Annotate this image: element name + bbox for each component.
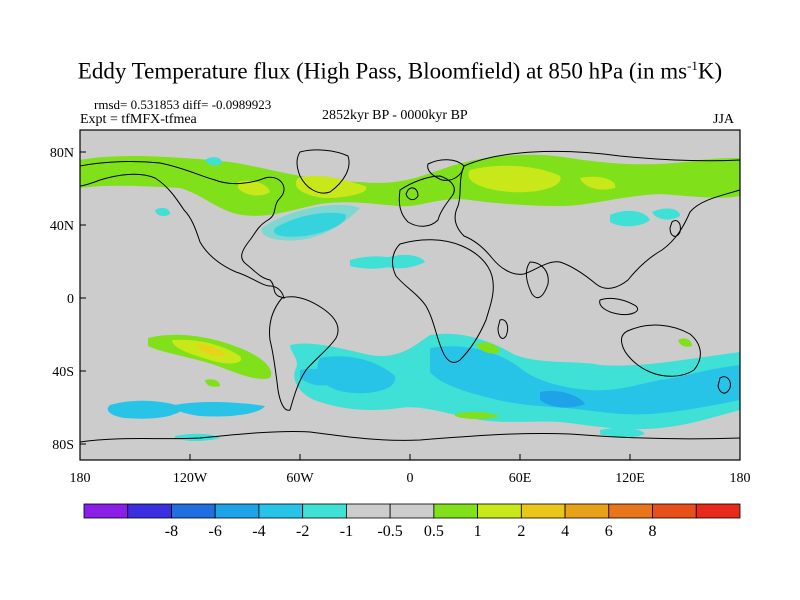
lon-tick-label: 120W	[173, 471, 208, 486]
lat-tick-label: 80S	[52, 438, 74, 453]
lon-tick-label: 0	[407, 471, 414, 486]
coast-maritime	[599, 297, 638, 315]
lat-tick-label: 40N	[50, 219, 74, 234]
colorbar-swatch	[477, 503, 522, 519]
season-label: JJA	[713, 112, 735, 127]
coast-south-america	[269, 296, 339, 411]
axis-ticks	[79, 151, 741, 460]
colorbar-label: -4	[252, 523, 265, 540]
colorbar-label: -2	[296, 523, 309, 540]
colorbar-swatch	[520, 503, 566, 519]
field-north-band-green	[80, 154, 740, 216]
field-mideast-cyan	[380, 254, 425, 269]
field-southern-ocean-cyan-b	[430, 346, 740, 415]
colorbar-swatch	[608, 503, 653, 519]
field-spacific-green-small	[205, 379, 220, 387]
colorbar-label: -0.5	[377, 523, 402, 540]
coast-greenland	[296, 149, 350, 194]
colorbar-swatch	[652, 503, 697, 519]
lat-tick-label: 0	[67, 292, 74, 307]
colorbar-label: -6	[209, 523, 222, 540]
field-antarctic-green	[455, 411, 500, 419]
colorbar-label: 2	[517, 523, 525, 540]
coast-uk	[405, 187, 419, 201]
colorbar-swatch	[127, 503, 172, 519]
field-kamchatka-cyan	[652, 208, 680, 220]
field-north-band-yellowgreen-c	[238, 180, 270, 196]
coast-newzealand	[717, 376, 731, 394]
lon-tick-label: 60E	[509, 471, 532, 486]
lon-tick-label: 180	[730, 471, 751, 486]
field-layer	[80, 130, 740, 460]
lon-labels: 180 120W 60W 0 60E 120E 180	[70, 471, 751, 486]
lat-tick-label: 80N	[50, 146, 74, 161]
colorbar	[83, 503, 741, 519]
field-southern-ocean-cyan-a	[317, 356, 396, 394]
coast-madagascar	[497, 319, 509, 339]
field-antarctic-cyan-b	[175, 433, 220, 441]
field-austral-cyan	[107, 400, 185, 419]
lon-tick-label: 60W	[286, 471, 314, 486]
colorbar-label: 1	[474, 523, 482, 540]
coast-africa	[392, 239, 494, 363]
field-austral-cyan2	[174, 402, 265, 417]
period-label: 2852kyr BP - 0000kyr BP	[322, 108, 468, 123]
field-alaska-cyan	[205, 157, 222, 166]
colorbar-swatch	[345, 503, 391, 519]
coastlines	[80, 149, 740, 443]
colorbar-swatch	[389, 503, 435, 519]
colorbar-label: 8	[649, 523, 657, 540]
coast-scandinavia	[427, 159, 465, 181]
stats-label: rmsd= 0.531853 diff= -0.0989923	[94, 97, 272, 112]
lat-labels: 80N 40N 0 40S 80S	[50, 146, 74, 453]
colorbar-label: 4	[561, 523, 569, 540]
field-spacific-yellow	[195, 344, 226, 357]
colorbar-swatch	[258, 503, 304, 519]
field-cape-green	[476, 342, 500, 354]
field-antarctic-cyan-a	[600, 427, 645, 438]
field-australia-green	[678, 338, 692, 347]
coast-australia	[621, 324, 701, 377]
coast-asia	[454, 150, 740, 289]
field-atlantic-cyanlight	[261, 204, 360, 241]
field-north-band-yellowgreen-b	[468, 165, 561, 193]
colorbar-labels: -8 -6 -4 -2 -1 -0.5 0.5 1 2 4 6 8	[165, 523, 657, 540]
field-north-band-yellowgreen-a	[295, 175, 367, 198]
field-nw-pacific-cyan	[610, 210, 650, 227]
lon-tick-label: 120E	[615, 471, 645, 486]
field-southern-ocean-bluelight	[540, 390, 585, 408]
colorbar-swatch	[83, 503, 129, 519]
colorbar-label: 0.5	[424, 523, 444, 540]
coast-japan	[669, 219, 681, 237]
colorbar-swatch	[302, 503, 347, 519]
field-sw-atlantic-cyan	[300, 368, 336, 386]
coast-north-america	[80, 161, 285, 299]
colorbar-label: -8	[165, 523, 178, 540]
coast-europe	[398, 175, 455, 227]
colorbar-swatch	[433, 503, 478, 519]
field-north-band-yellowgreen-d	[580, 176, 616, 190]
lat-tick-label: 40S	[52, 365, 74, 380]
coast-antarctica	[80, 430, 740, 443]
lon-tick-label: 180	[70, 471, 91, 486]
colorbar-label: -1	[340, 523, 353, 540]
colorbar-swatch	[695, 503, 741, 519]
colorbar-swatch	[214, 503, 260, 519]
colorbar-label: 6	[605, 523, 613, 540]
coast-india	[525, 261, 549, 299]
experiment-label: Expt = tfMFX-tfmea	[80, 112, 197, 127]
colorbar-swatch	[564, 503, 610, 519]
colorbar-swatch	[171, 503, 216, 519]
field-npacific-cyan	[155, 207, 170, 217]
map-title: Eddy Temperature flux (High Pass, Bloomf…	[77, 58, 723, 84]
